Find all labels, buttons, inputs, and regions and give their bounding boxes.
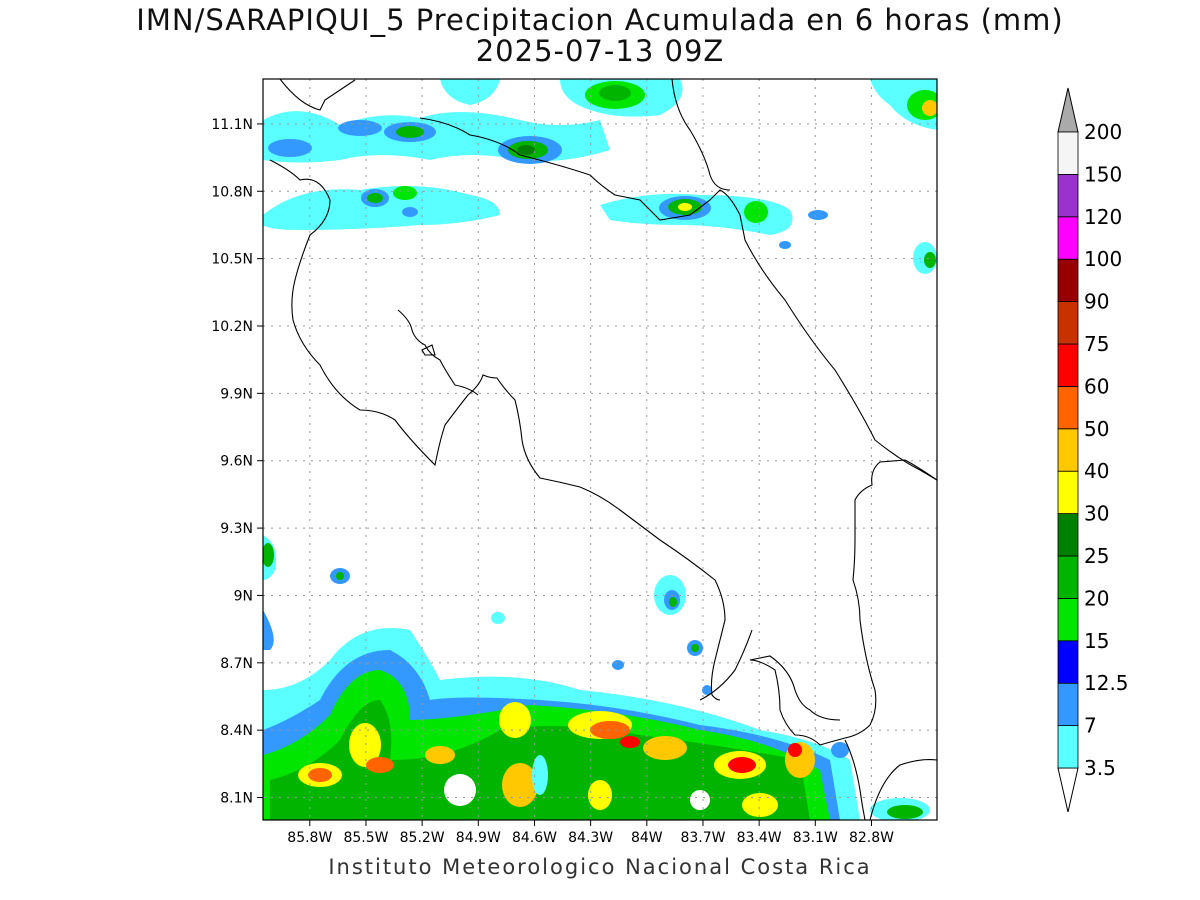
colorbar-label: 75 [1084, 332, 1109, 356]
colorbar-segment [1057, 555, 1079, 599]
coastlines-borders [269, 79, 937, 820]
colorbar-under-arrow [1057, 767, 1079, 813]
colorbar-segment [1057, 173, 1079, 218]
coastline-burica [844, 739, 866, 820]
lat-axis: 11.1N 10.8N 10.5N 10.2N 9.9N 9.6N 9.3N 9N 8.7N 8.… [211, 117, 263, 807]
lat-tick-label: 8.7N [220, 656, 253, 672]
lon-tick-label: 83.4W [737, 830, 782, 846]
lon-tick-label: 84.9W [456, 830, 501, 846]
colorbar-label: 3.5 [1084, 756, 1116, 780]
border-nicaragua-costarica [419, 117, 937, 481]
lon-axis: 85.8W 85.5W 85.2W 84.9W 84.6W 84.3W 84W 83.7W 83… [287, 820, 894, 846]
colorbar-segment [1057, 598, 1079, 642]
lat-tick-label: 9.3N [220, 521, 253, 537]
colorbar-label: 20 [1084, 586, 1109, 610]
lon-tick-label: 84W [631, 830, 663, 846]
footer-credit: Instituto Meteorologico Nacional Costa R… [328, 855, 872, 879]
border-costarica-panama [749, 459, 937, 746]
colorbar-label: 60 [1084, 374, 1109, 398]
colorbar-label: 7 [1084, 714, 1097, 738]
lat-tick-label: 8.4N [220, 723, 253, 739]
colorbar-segment [1057, 725, 1079, 769]
precip-blob-southwest [263, 535, 350, 650]
colorbar-segment [1057, 385, 1079, 430]
coastline-pacific [269, 159, 726, 701]
lat-tick-label: 10.8N [211, 184, 253, 200]
colorbar-segment [1057, 131, 1079, 175]
colorbar-label: 200 [1084, 120, 1122, 144]
colorbar-label: 90 [1084, 290, 1109, 314]
coastline-osa [699, 629, 753, 701]
colorbar-segment [1057, 216, 1079, 260]
colorbar-label: 30 [1084, 502, 1109, 526]
colorbar-label: 12.5 [1084, 671, 1129, 695]
lat-tick-label: 8.1N [220, 791, 253, 807]
coastline-chiriqui [869, 759, 937, 820]
colorbar-segment [1057, 343, 1079, 387]
colorbar-segment [1057, 428, 1079, 472]
colorbar-legend: 3.5 7 12.5 15 20 25 30 40 50 60 75 90 100 120 150 200 [1057, 87, 1129, 813]
lat-tick-label: 10.2N [211, 319, 253, 335]
lat-tick-label: 11.1N [211, 117, 253, 133]
precip-blob-north-east-corner [870, 79, 937, 130]
colorbar-segment [1057, 301, 1079, 345]
coastline-nicoya-gulf [397, 309, 479, 396]
map-frame [262, 78, 938, 821]
colorbar-segment [1057, 470, 1079, 515]
precip-blob-north-west [263, 111, 610, 164]
colorbar-label: 25 [1084, 544, 1109, 568]
coastline-caribbean-north [671, 79, 731, 191]
colorbar-label: 120 [1084, 205, 1122, 229]
colorbar-segment [1057, 258, 1079, 303]
map-grid [263, 79, 937, 820]
precip-blob-south-main [263, 628, 930, 820]
colorbar-label: 100 [1084, 247, 1122, 271]
lat-tick-label: 9N [234, 588, 253, 604]
colorbar-label: 50 [1084, 417, 1109, 441]
colorbar-segment [1057, 682, 1079, 727]
colorbar-label: 150 [1084, 162, 1122, 186]
lat-tick-label: 9.9N [220, 386, 253, 402]
lon-tick-label: 83.7W [680, 830, 725, 846]
precip-blob-108n [263, 186, 937, 274]
colorbar-over-arrow [1057, 87, 1079, 133]
colorbar-label: 15 [1084, 629, 1109, 653]
lon-tick-label: 82.8W [849, 830, 894, 846]
colorbar-label: 40 [1084, 459, 1109, 483]
lat-tick-label: 10.5N [211, 252, 253, 268]
lon-tick-label: 85.2W [400, 830, 445, 846]
precip-blob-south-small [491, 575, 849, 758]
colorbar-segment [1057, 640, 1079, 684]
lon-tick-label: 85.8W [287, 830, 332, 846]
lon-tick-label: 84.6W [512, 830, 557, 846]
map-subtitle-datetime: 2025-07-13 09Z [475, 34, 725, 68]
coastline-nicaragua-west [279, 79, 356, 111]
colorbar-segment [1057, 513, 1079, 557]
map-title: IMN/SARAPIQUI_5 Precipitacion Acumulada … [136, 3, 1064, 37]
lon-tick-label: 85.5W [343, 830, 388, 846]
lon-tick-label: 83.1W [793, 830, 838, 846]
lat-tick-label: 9.6N [220, 454, 253, 470]
island-chira [421, 344, 436, 356]
lon-tick-label: 84.3W [568, 830, 613, 846]
